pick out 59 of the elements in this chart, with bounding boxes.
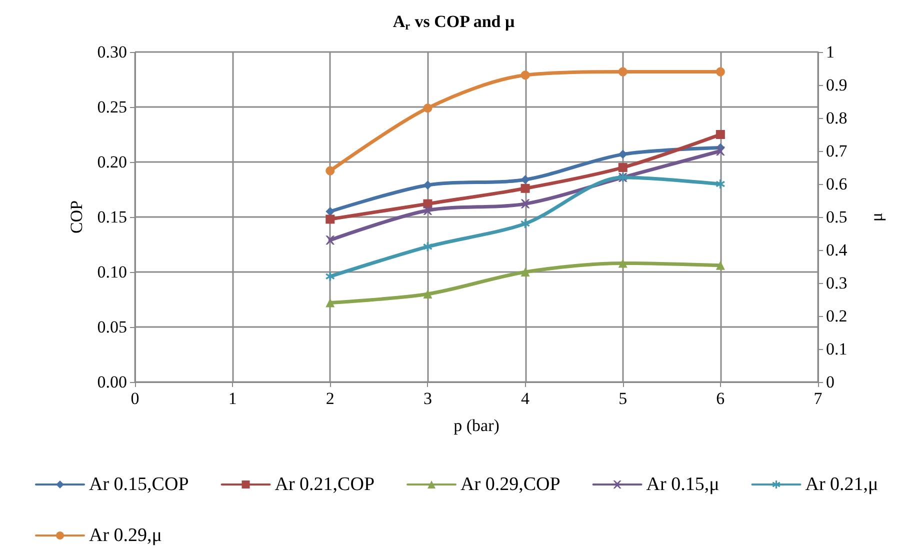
y2-tick-label: 0.5 [826, 208, 848, 226]
point [520, 199, 530, 208]
point [716, 130, 725, 139]
x-tick-label: 6 [716, 389, 725, 408]
y-tick-label: 0.20 [97, 152, 127, 172]
point [423, 290, 432, 298]
point [520, 268, 530, 276]
y2-tick-label: 0.3 [826, 274, 848, 292]
x-axis-title: p (bar) [454, 416, 500, 435]
point [716, 260, 725, 270]
legend-label: Ar 0.15,COP [89, 474, 189, 495]
y2-tick-label: 0.8 [826, 108, 848, 128]
y2-tick-label: 0.4 [826, 240, 848, 260]
y2-tick-label: 0.7 [826, 142, 848, 160]
point [716, 67, 725, 76]
y-tick-label: 0.05 [97, 318, 127, 336]
y2-tick-label: 0.9 [826, 76, 848, 94]
point [520, 219, 530, 228]
point [716, 180, 725, 188]
point [618, 258, 628, 268]
x-tick-label: 4 [521, 389, 530, 408]
point [326, 236, 335, 245]
x-tick-label: 5 [618, 389, 628, 408]
y2-tick-label: 0.2 [826, 306, 848, 326]
legend-label: Ar 0.29,COP [460, 474, 560, 495]
point [326, 214, 335, 224]
y-tick-label: 0.25 [97, 98, 127, 116]
x-tick-label: 1 [228, 389, 237, 408]
x-tick-label: 7 [814, 389, 823, 408]
point [326, 166, 335, 176]
point [618, 67, 628, 76]
point [520, 70, 530, 80]
point [326, 298, 335, 308]
point [326, 207, 335, 216]
point [326, 272, 335, 281]
point [423, 180, 432, 190]
y2-tick-label: 0 [826, 372, 834, 392]
x-tick-label: 3 [423, 389, 432, 408]
y2-tick-label: 0.6 [826, 174, 848, 194]
legend-label: Ar 0.15,μ [646, 474, 720, 495]
y2-tick-label: 1 [826, 42, 834, 62]
x-tick-label: 0 [130, 389, 140, 408]
y2-tick-label: 0.1 [826, 340, 848, 358]
y-axis-title: COP [67, 200, 86, 234]
point [716, 146, 725, 156]
y-tick-label: 0.30 [97, 42, 127, 62]
y-tick-label: 0.10 [97, 262, 127, 282]
legend-label: Ar 0.29,μ [89, 525, 162, 546]
point [618, 163, 628, 172]
legend-label: Ar 0.21,μ [805, 474, 878, 495]
y-tick-label: 0.15 [97, 208, 127, 226]
y2-axis-title: μ [867, 212, 886, 222]
x-tick-label: 2 [326, 389, 334, 408]
legend-label: Ar 0.21,COP [274, 474, 375, 495]
point [423, 206, 432, 215]
y-tick-label: 0.00 [97, 372, 127, 392]
point [520, 184, 530, 193]
point [423, 242, 432, 252]
point [423, 104, 432, 113]
